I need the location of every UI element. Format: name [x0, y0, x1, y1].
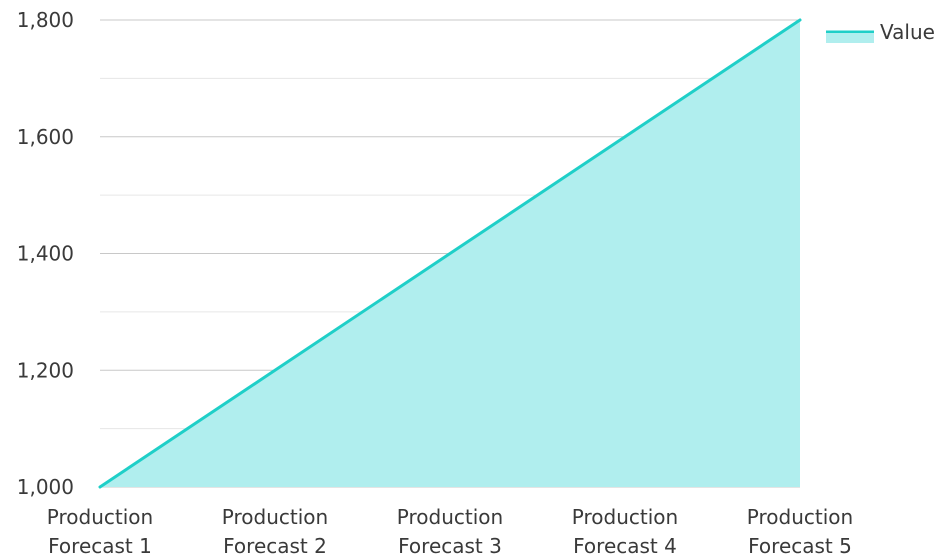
y-tick-label: 1,800: [17, 8, 74, 32]
data-point-5: [798, 18, 802, 22]
x-tick-label-line: Forecast 5: [748, 534, 852, 558]
y-tick-label: 1,400: [17, 242, 74, 266]
x-tick-label: Production Forecast 4: [572, 505, 678, 558]
data-point-1: [98, 485, 102, 489]
series-line-value: [98, 18, 802, 489]
legend-label-value: Value: [880, 20, 935, 44]
x-tick-label-line: Production: [572, 505, 678, 529]
x-tick-label-line: Production: [47, 505, 153, 529]
legend: Value: [826, 20, 935, 44]
x-axis: Production Forecast 1 Production Forecast 2…: [47, 505, 853, 558]
y-tick-label: 1,000: [17, 475, 74, 499]
x-tick-label-line: Forecast 3: [398, 534, 502, 558]
y-axis: 1,000 1,200 1,400 1,600 1,800: [17, 8, 74, 499]
x-tick-label-line: Production: [397, 505, 503, 529]
x-tick-label-line: Production: [222, 505, 328, 529]
y-tick-label: 1,600: [17, 125, 74, 149]
x-tick-label: Production Forecast 5: [747, 505, 853, 558]
x-tick-label-line: Forecast 1: [48, 534, 152, 558]
x-tick-label-line: Forecast 2: [223, 534, 327, 558]
series-line-layer: [98, 18, 802, 489]
x-tick-label: Production Forecast 2: [222, 505, 328, 558]
data-point-2: [273, 368, 277, 372]
x-tick-label-line: Forecast 4: [573, 534, 677, 558]
data-point-4: [623, 135, 627, 139]
legend-fill-swatch-value: [826, 33, 874, 43]
x-tick-label-line: Production: [747, 505, 853, 529]
x-tick-label: Production Forecast 3: [397, 505, 503, 558]
data-point-3: [448, 252, 452, 256]
y-tick-label: 1,200: [17, 358, 74, 382]
x-tick-label: Production Forecast 1: [47, 505, 153, 558]
